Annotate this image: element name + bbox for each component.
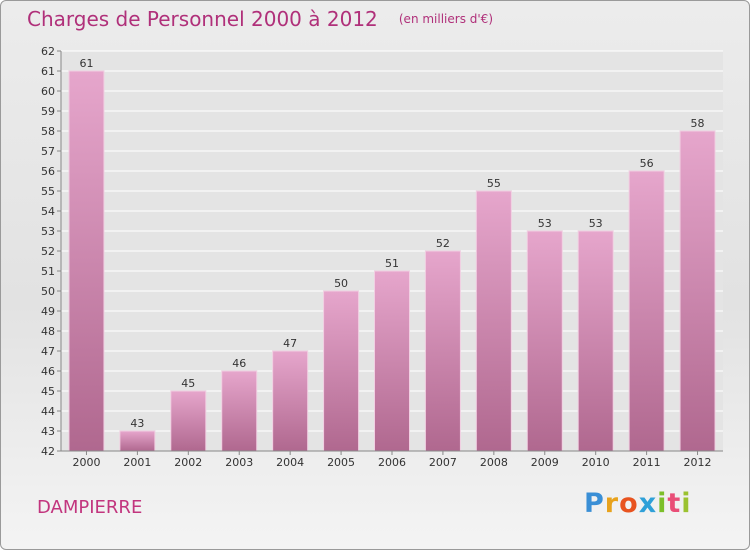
y-tick-label: 46 xyxy=(41,365,55,378)
y-tick-label: 62 xyxy=(41,45,55,58)
data-label: 56 xyxy=(640,157,654,170)
bar-2007 xyxy=(424,250,461,452)
data-label: 51 xyxy=(385,257,399,270)
y-tick-label: 48 xyxy=(41,325,55,338)
y-tick-label: 56 xyxy=(41,165,55,178)
y-tick-label: 50 xyxy=(41,285,55,298)
y-tick-label: 53 xyxy=(41,225,55,238)
x-tick-label: 2010 xyxy=(582,456,610,469)
y-tick-label: 45 xyxy=(41,385,55,398)
x-tick-label: 2006 xyxy=(378,456,406,469)
logo-letter: t xyxy=(667,488,682,519)
bar-2005 xyxy=(323,290,360,452)
y-tick-label: 47 xyxy=(41,345,55,358)
x-tick-label: 2005 xyxy=(327,456,355,469)
location-name: DAMPIERRE xyxy=(37,497,143,518)
data-label: 47 xyxy=(283,337,297,350)
logo-letter: i xyxy=(681,488,692,519)
x-tick-label: 2012 xyxy=(684,456,712,469)
bar-2011 xyxy=(628,170,665,452)
y-tick-label: 59 xyxy=(41,105,55,118)
data-label: 61 xyxy=(79,57,93,70)
unit-note: (en milliers d'€) xyxy=(398,12,493,26)
data-label: 46 xyxy=(232,357,246,370)
logo-letter: r xyxy=(604,488,620,519)
y-tick-label: 58 xyxy=(41,125,55,138)
x-tick-label: 2011 xyxy=(633,456,661,469)
y-tick-label: 55 xyxy=(41,185,55,198)
bar-2010 xyxy=(577,230,614,452)
chart-title: Charges de Personnel 2000 à 2012 xyxy=(27,7,378,31)
x-tick-label: 2000 xyxy=(72,456,100,469)
y-tick-label: 54 xyxy=(41,205,55,218)
data-label: 58 xyxy=(691,117,705,130)
bar-2002 xyxy=(170,390,207,452)
bar-2009 xyxy=(526,230,563,452)
bar-2008 xyxy=(475,190,512,452)
data-label: 50 xyxy=(334,277,348,290)
data-label: 52 xyxy=(436,237,450,250)
logo-letter: x xyxy=(638,488,658,519)
bar-2000 xyxy=(68,70,105,452)
y-tick-label: 44 xyxy=(41,405,55,418)
bar-2004 xyxy=(272,350,309,452)
data-label: 43 xyxy=(130,417,144,430)
y-tick-label: 43 xyxy=(41,425,55,438)
data-label: 53 xyxy=(538,217,552,230)
bar-2003 xyxy=(221,370,258,452)
x-tick-label: 2007 xyxy=(429,456,457,469)
bar-2001 xyxy=(119,430,156,452)
y-tick-label: 42 xyxy=(41,445,55,458)
y-tick-label: 57 xyxy=(41,145,55,158)
data-label: 53 xyxy=(589,217,603,230)
bar-2012 xyxy=(679,130,716,452)
logo-letter: P xyxy=(584,488,605,519)
x-tick-label: 2009 xyxy=(531,456,559,469)
bar-2006 xyxy=(374,270,410,452)
y-tick-label: 60 xyxy=(41,85,55,98)
y-tick-label: 49 xyxy=(41,305,55,318)
logo-letter: i xyxy=(657,488,668,519)
y-tick-label: 51 xyxy=(41,265,55,278)
x-tick-label: 2001 xyxy=(123,456,151,469)
y-tick-label: 52 xyxy=(41,245,55,258)
x-tick-label: 2004 xyxy=(276,456,304,469)
x-tick-label: 2008 xyxy=(480,456,508,469)
title-row: Charges de Personnel 2000 à 2012 (en mil… xyxy=(27,7,493,31)
data-label: 55 xyxy=(487,177,501,190)
x-tick-label: 2002 xyxy=(174,456,202,469)
proxiti-logo[interactable]: Proxiti xyxy=(584,488,692,519)
logo-letter: o xyxy=(619,488,639,519)
data-label: 45 xyxy=(181,377,195,390)
x-tick-label: 2003 xyxy=(225,456,253,469)
y-tick-label: 61 xyxy=(41,65,55,78)
